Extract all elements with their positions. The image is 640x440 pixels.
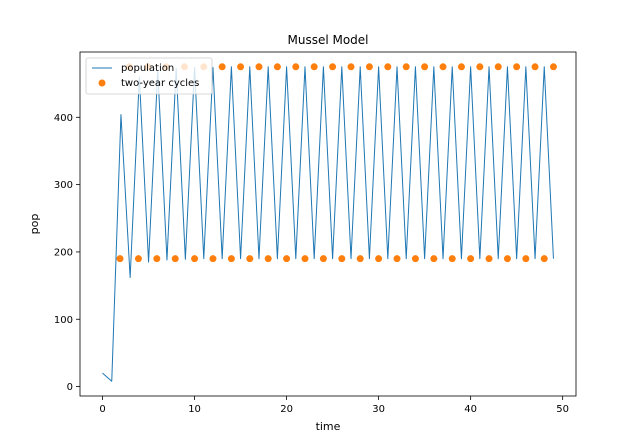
chart-title: Mussel Model	[287, 33, 368, 47]
y-tick-label: 100	[54, 315, 73, 326]
cycle-point	[116, 255, 124, 263]
x-tick-label: 0	[99, 404, 105, 415]
legend-cycles-label: two-year cycles	[121, 78, 199, 89]
cycle-point	[375, 255, 383, 263]
x-tick-label: 10	[188, 404, 201, 415]
axes-frame	[79, 51, 577, 397]
cycle-point	[338, 255, 346, 263]
cycle-point	[292, 63, 300, 71]
legend-population-label: population	[121, 63, 174, 74]
cycle-point	[347, 63, 355, 71]
x-tick-label: 40	[464, 404, 477, 415]
cycle-point	[283, 255, 291, 263]
cycle-point	[153, 255, 161, 263]
x-tick-label: 50	[556, 404, 569, 415]
cycle-point	[329, 63, 337, 71]
cycle-point	[513, 63, 521, 71]
cycle-point	[319, 255, 327, 263]
cycle-point	[494, 63, 502, 71]
cycle-point	[402, 63, 410, 71]
cycle-point	[273, 63, 281, 71]
cycle-point	[467, 255, 475, 263]
cycle-point	[531, 63, 539, 71]
cycle-point	[549, 63, 557, 71]
cycle-point	[218, 63, 226, 71]
cycle-point	[457, 63, 465, 71]
cycle-point	[171, 255, 179, 263]
cycle-point	[384, 63, 392, 71]
x-axis: 0 10 20 30 40 50	[99, 396, 569, 415]
cycle-point	[356, 255, 364, 263]
cycle-point	[264, 255, 272, 263]
cycle-point	[134, 255, 142, 263]
cycle-point	[393, 255, 401, 263]
legend: population two-year cycles	[85, 57, 213, 95]
cycle-point	[411, 255, 419, 263]
x-tick-label: 30	[372, 404, 385, 415]
cycle-point	[448, 255, 456, 263]
cycle-point	[522, 255, 530, 263]
cycle-point	[540, 255, 548, 263]
cycle-point	[237, 63, 245, 71]
y-tick-label: 400	[54, 113, 73, 124]
population-line	[102, 66, 554, 382]
cycle-point	[485, 255, 493, 263]
cycle-point	[476, 63, 484, 71]
y-tick-label: 200	[54, 247, 73, 258]
y-tick-label: 300	[54, 180, 73, 191]
x-tick-label: 20	[280, 404, 293, 415]
cycle-point	[191, 255, 199, 263]
cycle-point	[310, 63, 318, 71]
cycle-point	[503, 255, 511, 263]
cycle-point	[227, 255, 235, 263]
cycle-point	[246, 255, 254, 263]
plot-area	[102, 63, 557, 382]
y-tick-label: 0	[67, 382, 73, 393]
cycle-point	[365, 63, 373, 71]
x-axis-label: time	[316, 420, 341, 433]
legend-cycles-swatch	[98, 79, 106, 87]
y-axis: 0 100 200 300 400	[54, 113, 80, 393]
y-axis-label: pop	[28, 214, 41, 235]
legend-box	[85, 57, 213, 95]
cycle-point	[421, 63, 429, 71]
cycle-point	[301, 255, 309, 263]
cycle-point	[209, 255, 217, 263]
cycle-point	[255, 63, 263, 71]
cycle-point	[430, 255, 438, 263]
cycle-point	[439, 63, 447, 71]
